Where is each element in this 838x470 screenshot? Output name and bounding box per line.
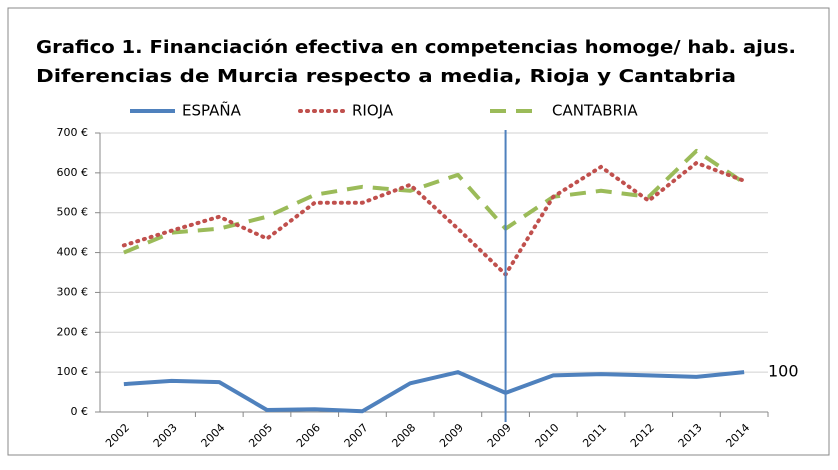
- legend-label: RIOJA: [352, 102, 394, 120]
- series-line: [121, 160, 747, 277]
- series-line: [123, 370, 745, 414]
- y-tick-label: 100 €: [57, 365, 89, 378]
- legend-label: ESPAÑA: [182, 101, 242, 120]
- series-line: [123, 148, 746, 255]
- y-tick-label: 400 €: [57, 246, 89, 259]
- legend-label: CANTABRIA: [552, 102, 638, 120]
- y-tick-label: 500 €: [57, 206, 89, 219]
- y-tick-label: 300 €: [57, 285, 89, 298]
- y-tick-label: 700 €: [57, 126, 89, 139]
- chart-title: Grafico 1. Financiación efectiva en comp…: [36, 37, 796, 58]
- y-tick-label: 600 €: [57, 166, 89, 179]
- annotation: 100: [768, 362, 799, 381]
- chart-title: Diferencias de Murcia respecto a media, …: [36, 66, 736, 87]
- y-tick-label: 200 €: [57, 325, 89, 338]
- y-tick-label: 0 €: [71, 405, 89, 418]
